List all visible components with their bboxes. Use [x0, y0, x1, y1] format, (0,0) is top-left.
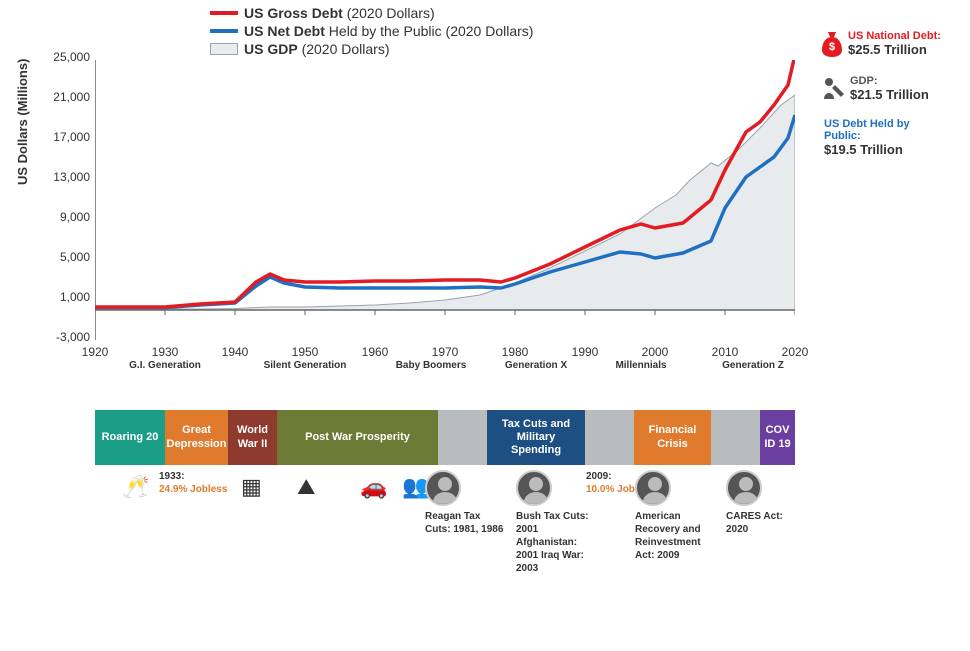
leader-photo: [635, 470, 671, 506]
legend-gdp: US GDP (2020 Dollars): [210, 41, 533, 57]
legend-label: US GDP: [244, 41, 298, 57]
timeline-bar: Roaring 20Great DepressionWorld War IIPo…: [95, 410, 795, 465]
stat-callout: $US National Debt:$25.5 Trillion: [820, 30, 960, 61]
timeline-caption: Bush Tax Cuts: 2001 Afghanistan: 2001 Ir…: [516, 470, 596, 575]
chart-legend: US Gross Debt (2020 Dollars) US Net Debt…: [210, 5, 533, 59]
legend-label: US Gross Debt: [244, 5, 343, 21]
timeline-caption: American Recovery and Reinvestment Act: …: [635, 470, 715, 562]
era-icon: 🚗: [360, 474, 387, 500]
timeline-caption: 1933:24.9% Jobless: [159, 470, 239, 496]
timeline-segment: COV ID 19: [760, 410, 795, 465]
timeline-segment: [711, 410, 760, 465]
legend-label: US Net Debt: [244, 23, 325, 39]
timeline-segment: Great Depression: [165, 410, 228, 465]
legend-gross-debt: US Gross Debt (2020 Dollars): [210, 5, 533, 21]
timeline-segment: World War II: [228, 410, 277, 465]
leader-photo: [425, 470, 461, 506]
legend-suffix: Held by the Public (2020 Dollars): [325, 23, 534, 39]
legend-suffix: (2020 Dollars): [298, 41, 390, 57]
side-callouts: $US National Debt:$25.5 Trillion GDP:$21.…: [820, 30, 960, 171]
era-icon: ⛰: [297, 474, 315, 500]
timeline-caption: Reagan Tax Cuts: 1981, 1986: [425, 470, 505, 536]
timeline-segment: [438, 410, 487, 465]
legend-suffix: (2020 Dollars): [343, 5, 435, 21]
timeline-segment: Tax Cuts and Military Spending: [487, 410, 585, 465]
chart-area: US Gross Debt (2020 Dollars) US Net Debt…: [20, 5, 810, 375]
timeline-segment: Roaring 20: [95, 410, 165, 465]
leader-photo: [726, 470, 762, 506]
leader-photo: [516, 470, 552, 506]
timeline-segment: Post War Prosperity: [277, 410, 438, 465]
legend-swatch: [210, 11, 238, 15]
timeline-segment: [585, 410, 634, 465]
era-icon: 🥂: [122, 474, 149, 500]
stat-callout: US Debt Held by Public:$19.5 Trillion: [820, 118, 960, 157]
legend-swatch: [210, 29, 238, 33]
chart-plot: [95, 60, 795, 340]
era-icon: ▦: [241, 474, 262, 500]
svg-text:$: $: [829, 41, 835, 53]
timeline-caption: CARES Act: 2020: [726, 470, 806, 536]
timeline-segment: Financial Crisis: [634, 410, 711, 465]
y-axis-label: US Dollars (Millions): [15, 59, 30, 185]
stat-callout: GDP:$21.5 Trillion: [820, 75, 960, 104]
legend-swatch: [210, 43, 238, 55]
legend-net-debt: US Net Debt Held by the Public (2020 Dol…: [210, 23, 533, 39]
